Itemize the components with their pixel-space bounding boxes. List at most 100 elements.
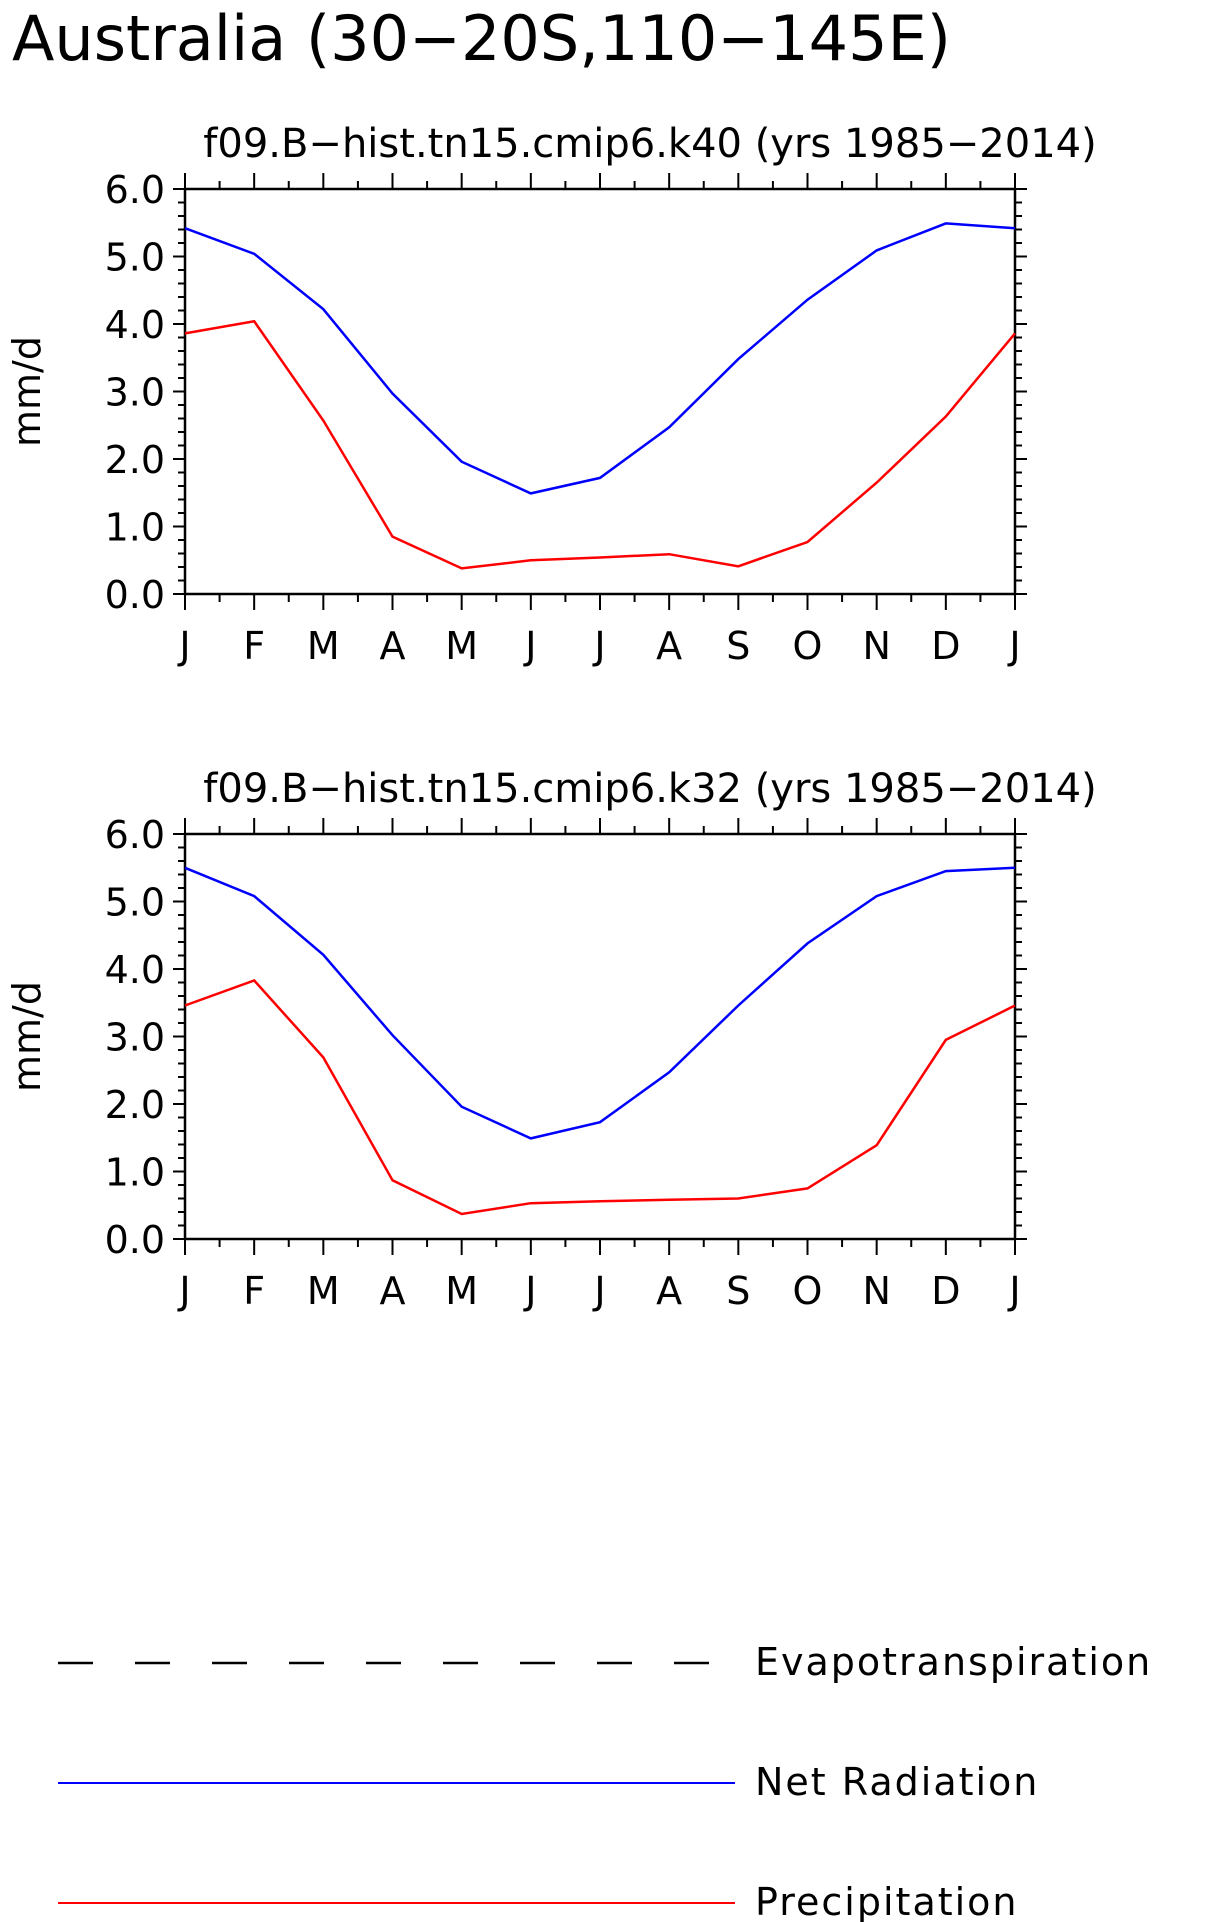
- chart2-xtick-label: J: [1007, 1269, 1020, 1313]
- chart2-point-precipitation: [1013, 1003, 1017, 1007]
- chart1-xtick-label: M: [445, 624, 478, 668]
- chart1-point-precipitation: [252, 319, 256, 323]
- chart2-point-net-radiation: [736, 1003, 740, 1007]
- legend-label-evapotranspiration: Evapotranspiration: [755, 1640, 1152, 1684]
- panel-k32: f09.B−hist.tn15.cmip6.k32 (yrs 1985−2014…: [5, 766, 1097, 1313]
- chart1-point-precipitation: [944, 414, 948, 418]
- chart1-xtick-label: O: [793, 624, 823, 668]
- chart1-xtick-label: N: [862, 624, 890, 668]
- chart2-ytick-label: 3.0: [105, 1016, 165, 1060]
- chart1-point-precipitation: [391, 535, 395, 539]
- chart1-series-net-radiation: [184, 222, 1016, 495]
- chart1-ylabel: mm/d: [5, 336, 49, 447]
- chart2-xtick-label: J: [177, 1269, 190, 1313]
- chart2-xtick-label: M: [307, 1269, 340, 1313]
- chart2-point-net-radiation: [321, 953, 325, 957]
- chart2-point-net-radiation: [875, 894, 879, 898]
- chart1-point-net-radiation: [667, 425, 671, 429]
- chart1-series-precipitation: [184, 319, 1016, 570]
- chart1-point-net-radiation: [391, 392, 395, 396]
- chart1-xtick-label: S: [726, 624, 750, 668]
- chart2-ylabel: mm/d: [5, 981, 49, 1092]
- chart1-ytick-label: 1.0: [105, 506, 165, 550]
- chart2-point-net-radiation: [944, 869, 948, 873]
- chart2-xtick-label: J: [592, 1269, 605, 1313]
- chart2-point-precipitation: [598, 1199, 602, 1203]
- chart1-ytick-label: 6.0: [105, 168, 165, 212]
- chart2-ytick-label: 0.0: [105, 1218, 165, 1262]
- chart2-ytick-label: 4.0: [105, 948, 165, 992]
- chart2-xtick-label: M: [445, 1269, 478, 1313]
- figure-title: Australia (30−20S,110−145E): [12, 2, 951, 75]
- chart2-ytick-label: 2.0: [105, 1083, 165, 1127]
- chart1-point-net-radiation: [598, 476, 602, 480]
- chart2-xtick-label: A: [380, 1269, 406, 1313]
- chart1-xtick-label: J: [592, 624, 605, 668]
- chart1-point-net-radiation: [460, 460, 464, 464]
- chart1-point-precipitation: [460, 566, 464, 570]
- chart2-point-precipitation: [736, 1197, 740, 1201]
- chart2-xtick-label: N: [862, 1269, 890, 1313]
- chart2-point-net-radiation: [806, 941, 810, 945]
- chart2-xtick-label: S: [726, 1269, 750, 1313]
- chart2-point-net-radiation: [460, 1105, 464, 1109]
- chart1-title: f09.B−hist.tn15.cmip6.k40 (yrs 1985−2014…: [203, 121, 1096, 167]
- chart2-xtick-label: F: [243, 1269, 265, 1313]
- chart1-ytick-label: 2.0: [105, 438, 165, 482]
- chart2-ytick-label: 1.0: [105, 1151, 165, 1195]
- chart1-xtick-label: M: [307, 624, 340, 668]
- chart2-ytick-label: 6.0: [105, 813, 165, 857]
- chart1-xtick-label: F: [243, 624, 265, 668]
- legend-label-precipitation: Precipitation: [755, 1880, 1019, 1922]
- chart2-point-net-radiation: [183, 866, 187, 870]
- chart2-point-precipitation: [183, 1003, 187, 1007]
- chart1-xtick-label: J: [177, 624, 190, 668]
- chart2-point-precipitation: [321, 1055, 325, 1059]
- chart2-point-precipitation: [391, 1178, 395, 1182]
- chart1-point-precipitation: [598, 556, 602, 560]
- chart2-point-precipitation: [875, 1143, 879, 1147]
- chart1-point-net-radiation: [252, 252, 256, 256]
- chart2-xtick-label: J: [523, 1269, 536, 1313]
- chart2-xtick-label: O: [793, 1269, 823, 1313]
- chart1-point-precipitation: [736, 564, 740, 568]
- chart1-point-net-radiation: [183, 226, 187, 230]
- chart1-ytick-label: 4.0: [105, 303, 165, 347]
- chart2-ytick-label: 5.0: [105, 881, 165, 925]
- chart2-xtick-label: D: [931, 1269, 960, 1313]
- chart1-point-net-radiation: [806, 298, 810, 302]
- chart2-point-net-radiation: [598, 1120, 602, 1124]
- legend-label-net-radiation: Net Radiation: [755, 1760, 1039, 1804]
- chart1-xtick-label: D: [931, 624, 960, 668]
- chart1-point-precipitation: [806, 540, 810, 544]
- chart2-series-precipitation: [184, 979, 1016, 1216]
- chart2-point-net-radiation: [529, 1136, 533, 1140]
- chart2-title: f09.B−hist.tn15.cmip6.k32 (yrs 1985−2014…: [203, 766, 1096, 812]
- chart2-plot-frame: [183, 832, 1017, 1241]
- chart1-point-net-radiation: [321, 307, 325, 311]
- chart1-ytick-label: 3.0: [105, 371, 165, 415]
- chart1-xtick-label: A: [380, 624, 406, 668]
- chart1-point-net-radiation: [736, 357, 740, 361]
- chart1-point-net-radiation: [875, 248, 879, 252]
- chart1-point-precipitation: [667, 552, 671, 556]
- chart2-point-net-radiation: [667, 1070, 671, 1074]
- chart1-xtick-label: J: [523, 624, 536, 668]
- chart1-xtick-label: A: [656, 624, 682, 668]
- chart2-point-precipitation: [806, 1186, 810, 1190]
- chart1-point-net-radiation: [1013, 226, 1017, 230]
- chart1-ytick-label: 0.0: [105, 573, 165, 617]
- chart1-plot-frame: [183, 187, 1017, 596]
- chart1-point-precipitation: [183, 331, 187, 335]
- chart2-xtick-label: A: [656, 1269, 682, 1313]
- chart2-point-precipitation: [529, 1201, 533, 1205]
- chart1-xtick-label: J: [1007, 624, 1020, 668]
- chart1-ytick-label: 5.0: [105, 236, 165, 280]
- panel-k40: f09.B−hist.tn15.cmip6.k40 (yrs 1985−2014…: [5, 121, 1097, 668]
- chart2-point-net-radiation: [391, 1033, 395, 1037]
- chart2-point-net-radiation: [1013, 866, 1017, 870]
- chart1-point-net-radiation: [529, 491, 533, 495]
- chart2-point-net-radiation: [252, 894, 256, 898]
- chart1-point-precipitation: [875, 481, 879, 485]
